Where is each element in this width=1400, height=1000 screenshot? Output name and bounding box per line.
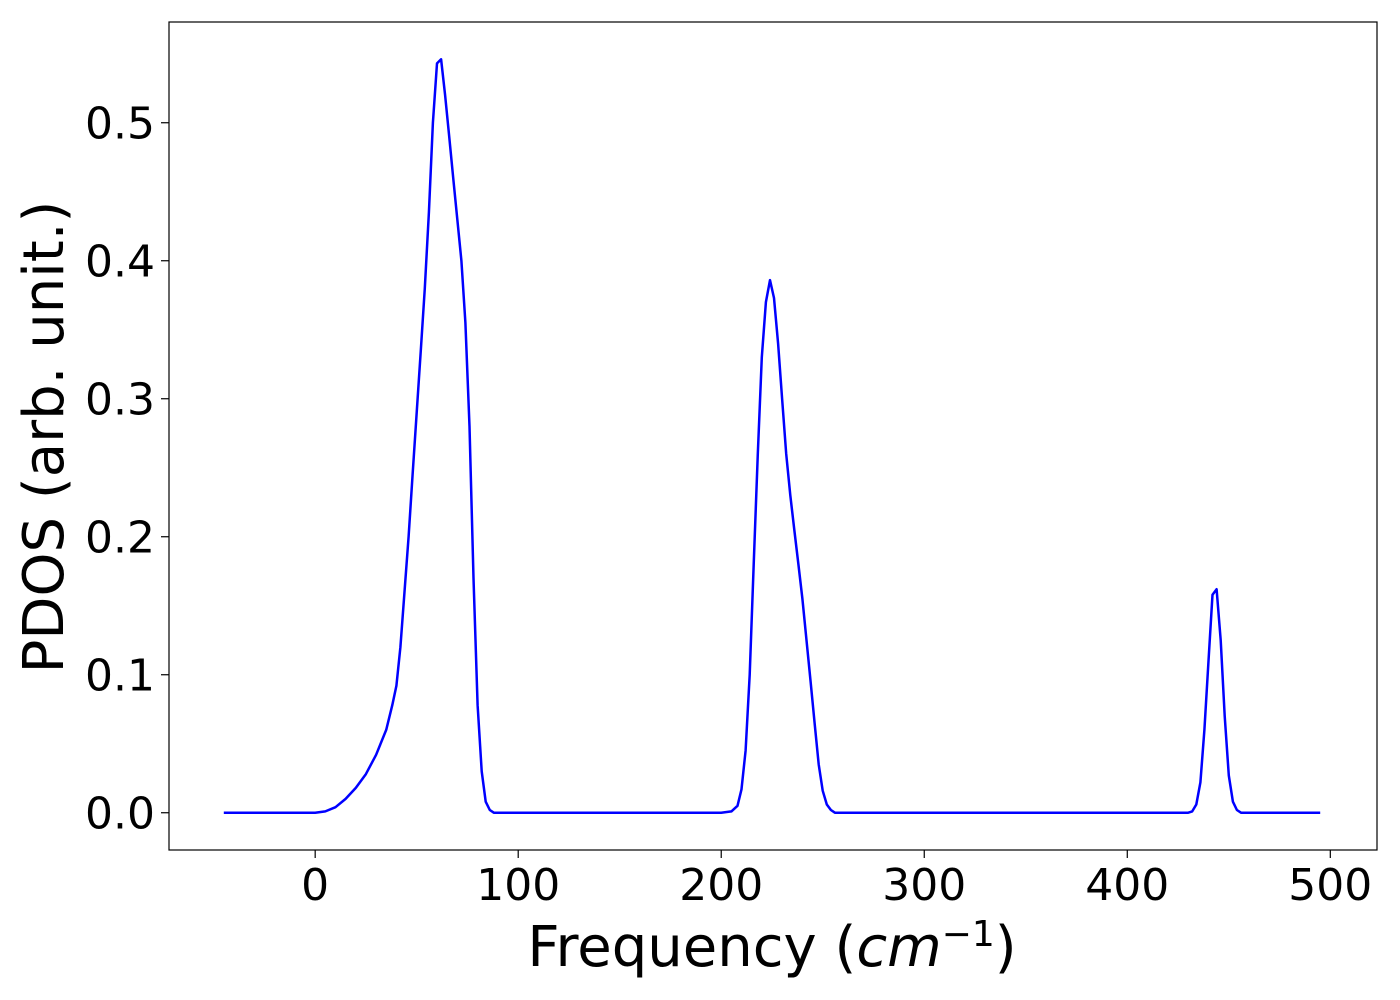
- y-tick-label: 0.2: [85, 513, 155, 564]
- x-tick-label: 100: [476, 860, 560, 911]
- y-tick-label: 0.0: [85, 789, 155, 840]
- x-tick-label: 200: [679, 860, 763, 911]
- x-tick-label: 300: [882, 860, 966, 911]
- x-tick-label: 500: [1288, 860, 1372, 911]
- y-tick-label: 0.5: [85, 99, 155, 150]
- y-tick-label: 0.1: [85, 651, 155, 702]
- x-tick-label: 400: [1085, 860, 1169, 911]
- x-axis: 0 100 200 300 400 500: [301, 850, 1372, 911]
- pdos-series-line: [223, 58, 1321, 814]
- y-axis-label: PDOS (arb. unit.): [12, 201, 77, 674]
- x-axis-label: Frequency (cm−1): [527, 914, 1016, 981]
- x-tick-label: 0: [301, 860, 329, 911]
- y-tick-label: 0.4: [85, 237, 155, 288]
- plot-frame: [168, 21, 1378, 851]
- y-tick-label: 0.3: [85, 375, 155, 426]
- series-layer: [223, 58, 1321, 814]
- y-axis: 0.0 0.1 0.2 0.3 0.4 0.5: [85, 99, 169, 840]
